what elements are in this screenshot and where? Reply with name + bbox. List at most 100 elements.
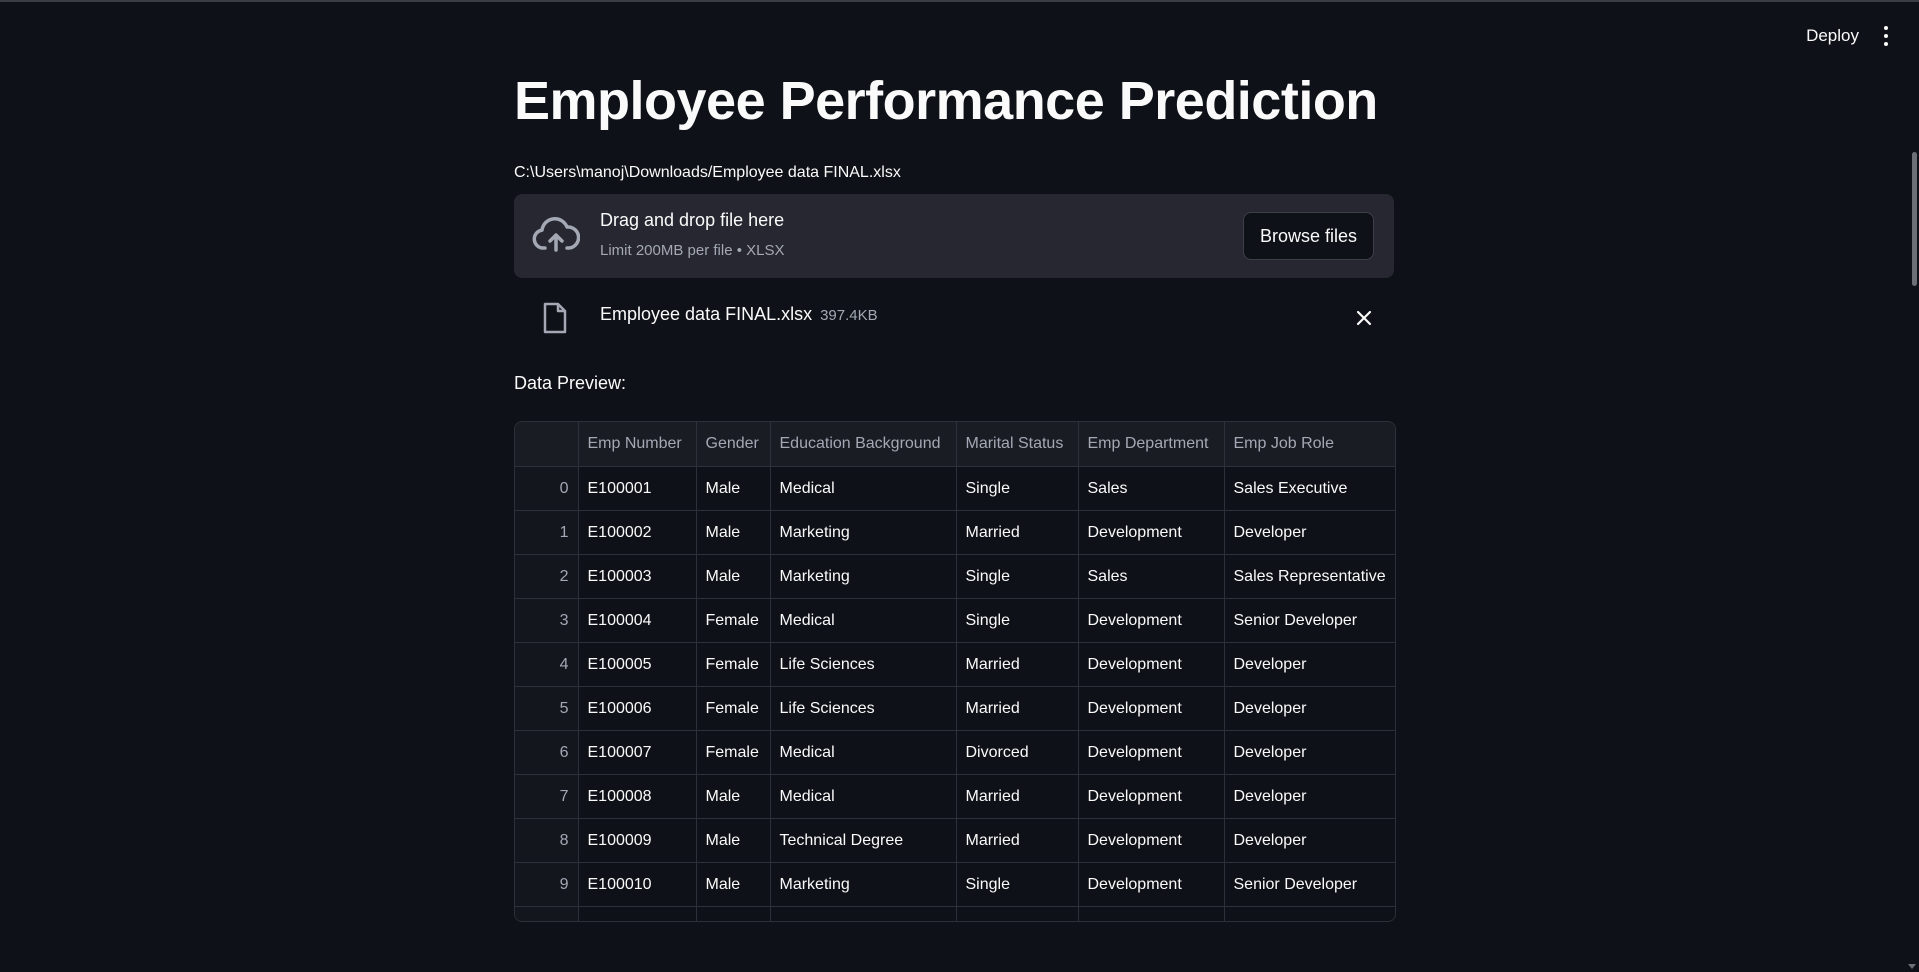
- cell-gender[interactable]: Male: [696, 466, 771, 511]
- cell-emp-department[interactable]: Development: [1078, 818, 1225, 863]
- cell-marital-status[interactable]: Married: [956, 818, 1079, 863]
- cell-marital-status[interactable]: Married: [956, 774, 1079, 819]
- cell-gender[interactable]: Female: [696, 730, 771, 775]
- app-toolbar: Deploy: [1806, 26, 1891, 46]
- column-header-gender[interactable]: Gender: [696, 422, 771, 467]
- cell-marital-status[interactable]: Married: [956, 642, 1079, 687]
- cell-education-background[interactable]: Technical Degree: [770, 818, 957, 863]
- cell-marital-status[interactable]: [956, 906, 1079, 921]
- cell-education-background[interactable]: Medical: [770, 466, 957, 511]
- data-preview-table[interactable]: Emp Number Gender Education Background M…: [514, 421, 1396, 922]
- cell-gender[interactable]: Male: [696, 862, 771, 907]
- cell-gender[interactable]: Male: [696, 774, 771, 819]
- cell-emp-job-role[interactable]: [1224, 906, 1395, 921]
- cell-emp-number[interactable]: E100008: [578, 774, 697, 819]
- column-header-education-background[interactable]: Education Background: [770, 422, 957, 467]
- cell-emp-department[interactable]: Sales: [1078, 466, 1225, 511]
- cell-emp-job-role[interactable]: Senior Developer: [1224, 862, 1395, 907]
- cell-emp-number[interactable]: E100007: [578, 730, 697, 775]
- cell-marital-status[interactable]: Single: [956, 466, 1079, 511]
- cell-education-background[interactable]: Medical: [770, 598, 957, 643]
- cell-emp-number[interactable]: E100005: [578, 642, 697, 687]
- cell-emp-department[interactable]: Development: [1078, 598, 1225, 643]
- cell-gender[interactable]: [696, 906, 771, 921]
- cell-gender[interactable]: Female: [696, 642, 771, 687]
- cell-row-index[interactable]: 5: [515, 686, 579, 731]
- cell-marital-status[interactable]: Single: [956, 598, 1079, 643]
- close-icon[interactable]: [1354, 308, 1374, 328]
- uploaded-file-size: 397.4KB: [820, 307, 878, 324]
- scroll-down-arrow-icon[interactable]: [1908, 964, 1916, 969]
- cell-row-index[interactable]: 8: [515, 818, 579, 863]
- cell-emp-department[interactable]: Development: [1078, 642, 1225, 687]
- cell-emp-job-role[interactable]: Senior Developer: [1224, 598, 1395, 643]
- cell-emp-number[interactable]: E100010: [578, 862, 697, 907]
- deploy-button[interactable]: Deploy: [1806, 26, 1859, 45]
- cell-emp-job-role[interactable]: Developer: [1224, 730, 1395, 775]
- cell-education-background[interactable]: Marketing: [770, 554, 957, 599]
- cell-marital-status[interactable]: Married: [956, 510, 1079, 555]
- table-row: 4 E100005 Female Life Sciences Married Develo…: [515, 642, 1395, 687]
- cell-gender[interactable]: Male: [696, 510, 771, 555]
- column-header-emp-job-role[interactable]: Emp Job Role: [1224, 422, 1395, 467]
- cell-education-background[interactable]: [770, 906, 957, 921]
- cell-emp-number[interactable]: E100002: [578, 510, 697, 555]
- cell-emp-department[interactable]: Development: [1078, 686, 1225, 731]
- cell-emp-department[interactable]: Development: [1078, 510, 1225, 555]
- cell-emp-department[interactable]: [1078, 906, 1225, 921]
- cell-marital-status[interactable]: Married: [956, 686, 1079, 731]
- scrollbar-thumb[interactable]: [1912, 152, 1917, 286]
- column-header-emp-department[interactable]: Emp Department: [1078, 422, 1225, 467]
- cell-emp-job-role[interactable]: Sales Executive: [1224, 466, 1395, 511]
- cell-emp-job-role[interactable]: Developer: [1224, 774, 1395, 819]
- column-header-index: [515, 422, 579, 467]
- cell-emp-number[interactable]: E100001: [578, 466, 697, 511]
- column-header-marital-status[interactable]: Marital Status: [956, 422, 1079, 467]
- cell-gender[interactable]: Male: [696, 818, 771, 863]
- cell-row-index[interactable]: 6: [515, 730, 579, 775]
- cell-emp-department[interactable]: Development: [1078, 862, 1225, 907]
- cell-emp-number[interactable]: [578, 906, 697, 921]
- cell-row-index[interactable]: 10: [515, 906, 579, 921]
- cell-gender[interactable]: Female: [696, 686, 771, 731]
- cell-row-index[interactable]: 0: [515, 466, 579, 511]
- cell-row-index[interactable]: 2: [515, 554, 579, 599]
- cell-gender[interactable]: Male: [696, 554, 771, 599]
- cell-education-background[interactable]: Marketing: [770, 862, 957, 907]
- cell-emp-number[interactable]: E100003: [578, 554, 697, 599]
- cell-emp-number[interactable]: E100006: [578, 686, 697, 731]
- uploaded-file-name: Employee data FINAL.xlsx 397.4KB: [600, 304, 878, 325]
- file-uploader-dropzone[interactable]: Drag and drop file here Limit 200MB per …: [514, 194, 1394, 278]
- cell-education-background[interactable]: Marketing: [770, 510, 957, 555]
- cell-emp-job-role[interactable]: Developer: [1224, 510, 1395, 555]
- cell-marital-status[interactable]: Single: [956, 862, 1079, 907]
- kebab-menu-icon[interactable]: [1881, 26, 1891, 46]
- column-header-emp-number[interactable]: Emp Number: [578, 422, 697, 467]
- table-row: 0 E100001 Male Medical Single Sales Sales Exec…: [515, 466, 1395, 511]
- cell-row-index[interactable]: 3: [515, 598, 579, 643]
- file-icon: [543, 302, 567, 334]
- cell-emp-job-role[interactable]: Developer: [1224, 642, 1395, 687]
- cell-emp-department[interactable]: Sales: [1078, 554, 1225, 599]
- cell-education-background[interactable]: Life Sciences: [770, 686, 957, 731]
- cell-education-background[interactable]: Medical: [770, 774, 957, 819]
- cell-row-index[interactable]: 9: [515, 862, 579, 907]
- cell-emp-job-role[interactable]: Developer: [1224, 686, 1395, 731]
- cell-marital-status[interactable]: Single: [956, 554, 1079, 599]
- cell-row-index[interactable]: 7: [515, 774, 579, 819]
- file-path-text: C:\Users\manoj\Downloads/Employee data F…: [514, 164, 901, 181]
- cell-education-background[interactable]: Medical: [770, 730, 957, 775]
- cell-emp-job-role[interactable]: Developer: [1224, 818, 1395, 863]
- cell-education-background[interactable]: Life Sciences: [770, 642, 957, 687]
- cell-emp-number[interactable]: E100004: [578, 598, 697, 643]
- cell-emp-number[interactable]: E100009: [578, 818, 697, 863]
- browse-files-button[interactable]: Browse files: [1242, 212, 1374, 260]
- page-scrollbar[interactable]: [1908, 74, 1919, 972]
- cell-emp-job-role[interactable]: Sales Representative: [1224, 554, 1395, 599]
- cell-gender[interactable]: Female: [696, 598, 771, 643]
- cell-emp-department[interactable]: Development: [1078, 730, 1225, 775]
- cell-row-index[interactable]: 4: [515, 642, 579, 687]
- cell-row-index[interactable]: 1: [515, 510, 579, 555]
- cell-emp-department[interactable]: Development: [1078, 774, 1225, 819]
- cell-marital-status[interactable]: Divorced: [956, 730, 1079, 775]
